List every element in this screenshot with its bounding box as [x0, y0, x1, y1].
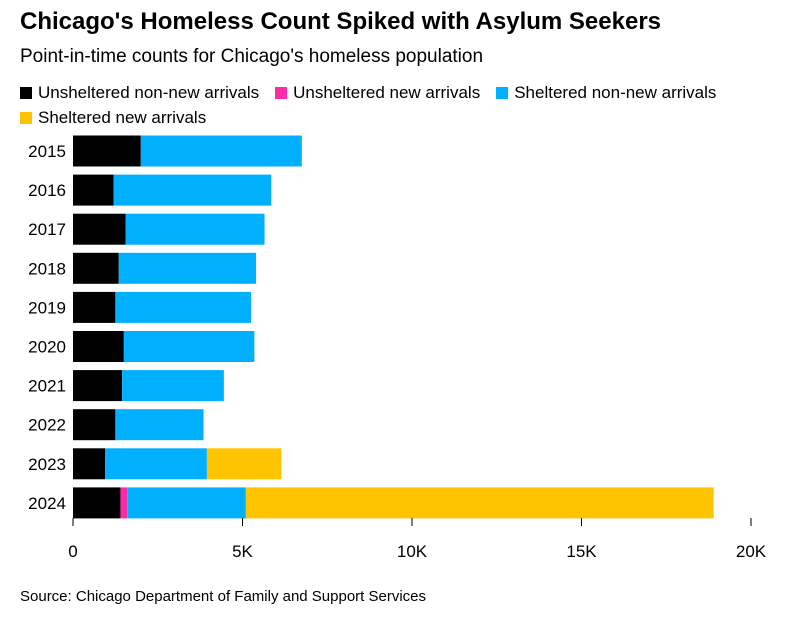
legend-swatch — [275, 87, 288, 99]
bar-2021-series-3 — [122, 370, 224, 402]
bar-2024-series-3 — [127, 487, 246, 519]
bar-2016-series-1 — [73, 174, 114, 206]
category-label: 2020 — [28, 338, 66, 357]
legend-label: Sheltered non-new arrivals — [514, 83, 717, 102]
bar-2015-series-3 — [140, 135, 302, 167]
bar-2018-series-1 — [73, 252, 119, 284]
legend-item-3: Sheltered non-new arrivals — [496, 81, 716, 105]
bar-2017-series-3 — [125, 213, 265, 245]
category-label: 2024 — [28, 494, 66, 513]
legend-label: Unsheltered non-new arrivals — [38, 83, 260, 102]
legend: Unsheltered non-new arrivals Unsheltered … — [20, 81, 780, 131]
bar-2017-series-1 — [73, 213, 126, 245]
source-note: Source: Chicago Department of Family and… — [20, 588, 427, 605]
bar-2021-series-1 — [73, 370, 123, 402]
legend-item-1: Unsheltered non-new arrivals — [20, 81, 259, 105]
bar-2019-series-1 — [73, 291, 116, 323]
bar-2019-series-3 — [115, 291, 251, 323]
category-label: 2023 — [28, 455, 66, 474]
legend-swatch — [496, 87, 509, 99]
bar-2016-series-3 — [113, 174, 272, 206]
x-tick-label: 20K — [736, 542, 767, 561]
x-tick-label: 15K — [566, 542, 597, 561]
bar-2022-series-3 — [115, 409, 204, 441]
bar-2020-series-3 — [123, 331, 255, 362]
bar-2020-series-1 — [73, 331, 124, 362]
bar-2018-series-3 — [118, 252, 257, 284]
x-tick-label: 0 — [68, 542, 77, 561]
legend-swatch — [20, 87, 32, 99]
bar-2024-series-2 — [120, 487, 128, 519]
legend-item-2: Unsheltered new arrivals — [275, 81, 480, 105]
bar-2023-series-3 — [105, 448, 207, 480]
bar-2023-series-1 — [73, 448, 106, 480]
bar-2024-series-4 — [245, 487, 714, 519]
chart-title: Chicago's Homeless Count Spiked with Asy… — [20, 8, 662, 35]
category-label: 2018 — [28, 259, 66, 278]
bar-2022-series-1 — [73, 409, 116, 441]
bar-2024-series-1 — [73, 487, 121, 519]
category-label: 2016 — [28, 181, 66, 200]
chart-subtitle: Point-in-time counts for Chicago's homel… — [20, 46, 484, 67]
legend-item-4: Sheltered new arrivals — [20, 106, 206, 130]
category-label: 2021 — [28, 377, 66, 396]
x-tick-label: 10K — [397, 542, 428, 561]
legend-label: Sheltered new arrivals — [38, 108, 207, 127]
category-label: 2022 — [28, 416, 66, 435]
bar-2023-series-4 — [206, 448, 282, 480]
bar-2015-series-1 — [73, 135, 141, 167]
category-label: 2015 — [28, 142, 66, 161]
x-tick-label: 5K — [232, 542, 253, 561]
legend-swatch — [20, 112, 32, 124]
legend-label: Unsheltered new arrivals — [293, 83, 481, 102]
category-label: 2017 — [28, 220, 66, 239]
category-label: 2019 — [28, 298, 66, 317]
